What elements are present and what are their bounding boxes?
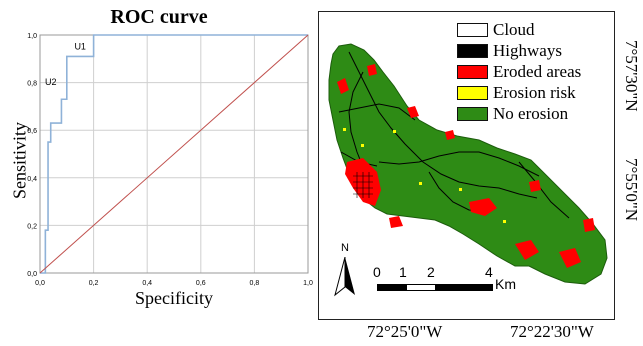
- legend-swatch: [457, 43, 488, 58]
- legend-item-erosion-risk: Erosion risk: [457, 82, 581, 103]
- legend-label: Eroded areas: [493, 61, 582, 81]
- map-area-svg: [328, 43, 608, 285]
- legend-label: Cloud: [493, 19, 535, 39]
- latitude-label: 7°57'30"N: [622, 40, 641, 112]
- roc-plot-svg: 0,0 0,0 0,2 0,2 0,4 0,4 0,6 0,6 0,8 0,8 1,0 1,0 U1 U2: [27, 33, 313, 287]
- map-legend: Cloud Highways Eroded areas Erosion risk…: [457, 19, 581, 124]
- legend-swatch: [457, 64, 488, 79]
- scale-tick-label: 2: [427, 264, 435, 280]
- legend-label: Erosion risk: [493, 82, 576, 102]
- erosion-risk-areas: [343, 128, 506, 223]
- roc-curve-series: [40, 34, 308, 274]
- x-tick-label: 0,6: [196, 280, 206, 287]
- legend-item-cloud: Cloud: [457, 19, 581, 40]
- x-tick-label: 0,0: [35, 280, 45, 287]
- chart-title: ROC curve: [110, 6, 208, 28]
- x-axis-label: Specificity: [135, 288, 213, 308]
- y-axis-label: Sensitivity: [9, 122, 30, 200]
- scale-segment: [463, 285, 492, 290]
- legend-item-no-erosion: No erosion: [457, 103, 581, 124]
- y-tick-label: 0,2: [27, 223, 37, 230]
- x-tick-label: 0,8: [250, 280, 260, 287]
- scale-bar: [377, 284, 493, 291]
- scale-segment: [378, 285, 407, 290]
- legend-item-highways: Highways: [457, 40, 581, 61]
- reference-diagonal-series: [39, 34, 309, 274]
- curve-annotation: U1: [74, 41, 86, 51]
- legend-item-eroded-areas: Eroded areas: [457, 61, 581, 82]
- legend-swatch: [457, 85, 488, 100]
- x-tick-label: 0,4: [142, 280, 152, 287]
- y-tick-label: 0,8: [27, 81, 37, 88]
- longitude-label: 72°22'30"W: [510, 322, 594, 341]
- north-label: N: [341, 242, 349, 254]
- longitude-label: 72°25'0"W: [367, 322, 443, 341]
- north-arrow-icon: [334, 257, 355, 297]
- urban-area: [353, 172, 373, 198]
- legend-swatch: [457, 22, 488, 37]
- y-tick-label: 0,6: [27, 128, 37, 135]
- curve-annotation: U2: [45, 77, 57, 87]
- scale-unit-label: Km: [495, 276, 516, 292]
- x-tick-label: 0,2: [89, 280, 99, 287]
- scale-segment: [435, 285, 464, 290]
- scale-segment: [406, 285, 435, 290]
- roc-chart: ROC curve 0,0 0,0 0,2 0,2 0,4 0,4 0,6 0,6 0,8 0,8…: [0, 0, 318, 346]
- erosion-map: Cloud Highways Eroded areas Erosion risk…: [318, 11, 615, 320]
- y-tick-label: 0,0: [27, 271, 37, 278]
- y-tick-label: 0,4: [27, 176, 37, 183]
- legend-label: No erosion: [493, 103, 569, 123]
- scale-tick-label: 4: [485, 264, 493, 280]
- scale-tick-label: 1: [399, 264, 407, 280]
- legend-label: Highways: [493, 40, 562, 60]
- x-tick-label: 1,0: [303, 280, 313, 287]
- legend-swatch: [457, 106, 488, 121]
- scale-tick-label: 0: [373, 264, 381, 280]
- latitude-label: 7°55'0"N: [622, 158, 641, 222]
- y-tick-label: 1,0: [27, 33, 37, 40]
